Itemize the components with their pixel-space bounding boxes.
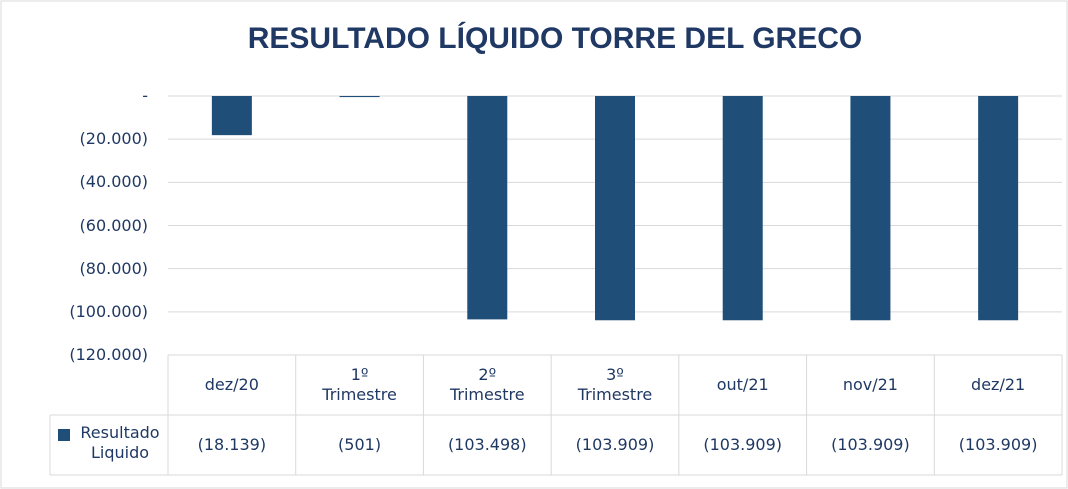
data-label: (103.498) xyxy=(447,435,527,454)
x-tick-label: 3º Trimestre xyxy=(577,365,653,404)
bar xyxy=(978,96,1019,321)
bar xyxy=(467,96,508,320)
data-label: (501) xyxy=(338,435,382,454)
chart-title: RESULTADO LÍQUIDO TORRE DEL GRECO xyxy=(247,22,863,55)
y-tick-label: (60.000) xyxy=(79,215,148,235)
bar xyxy=(595,96,635,321)
y-tick-label: (80.000) xyxy=(79,258,148,278)
bar xyxy=(211,96,252,136)
data-label: (103.909) xyxy=(575,435,655,454)
x-tick-label: 2º Trimestre xyxy=(449,365,525,404)
y-tick-label: (120.000) xyxy=(69,345,148,364)
x-tick-label: nov/21 xyxy=(842,375,898,394)
y-tick-label: (20.000) xyxy=(79,129,148,149)
data-label: (103.909) xyxy=(831,435,910,454)
x-tick-label: out/21 xyxy=(716,375,769,394)
x-tick-label: dez/20 xyxy=(204,375,259,394)
data-label: (103.909) xyxy=(958,435,1038,454)
bar xyxy=(339,96,380,98)
x-tick-label: 1º Trimestre xyxy=(322,365,397,404)
y-tick-label: (100.000) xyxy=(69,301,148,321)
y-tick-label: - xyxy=(142,86,148,105)
legend-swatch xyxy=(58,429,70,441)
legend-label: Resultado Liquido xyxy=(80,423,160,462)
data-label: (18.139) xyxy=(197,435,267,454)
bar xyxy=(850,96,891,321)
y-tick-label: (40.000) xyxy=(79,172,148,192)
bar xyxy=(722,96,763,321)
data-label: (103.909) xyxy=(703,435,783,454)
x-tick-label: dez/21 xyxy=(971,375,1026,394)
